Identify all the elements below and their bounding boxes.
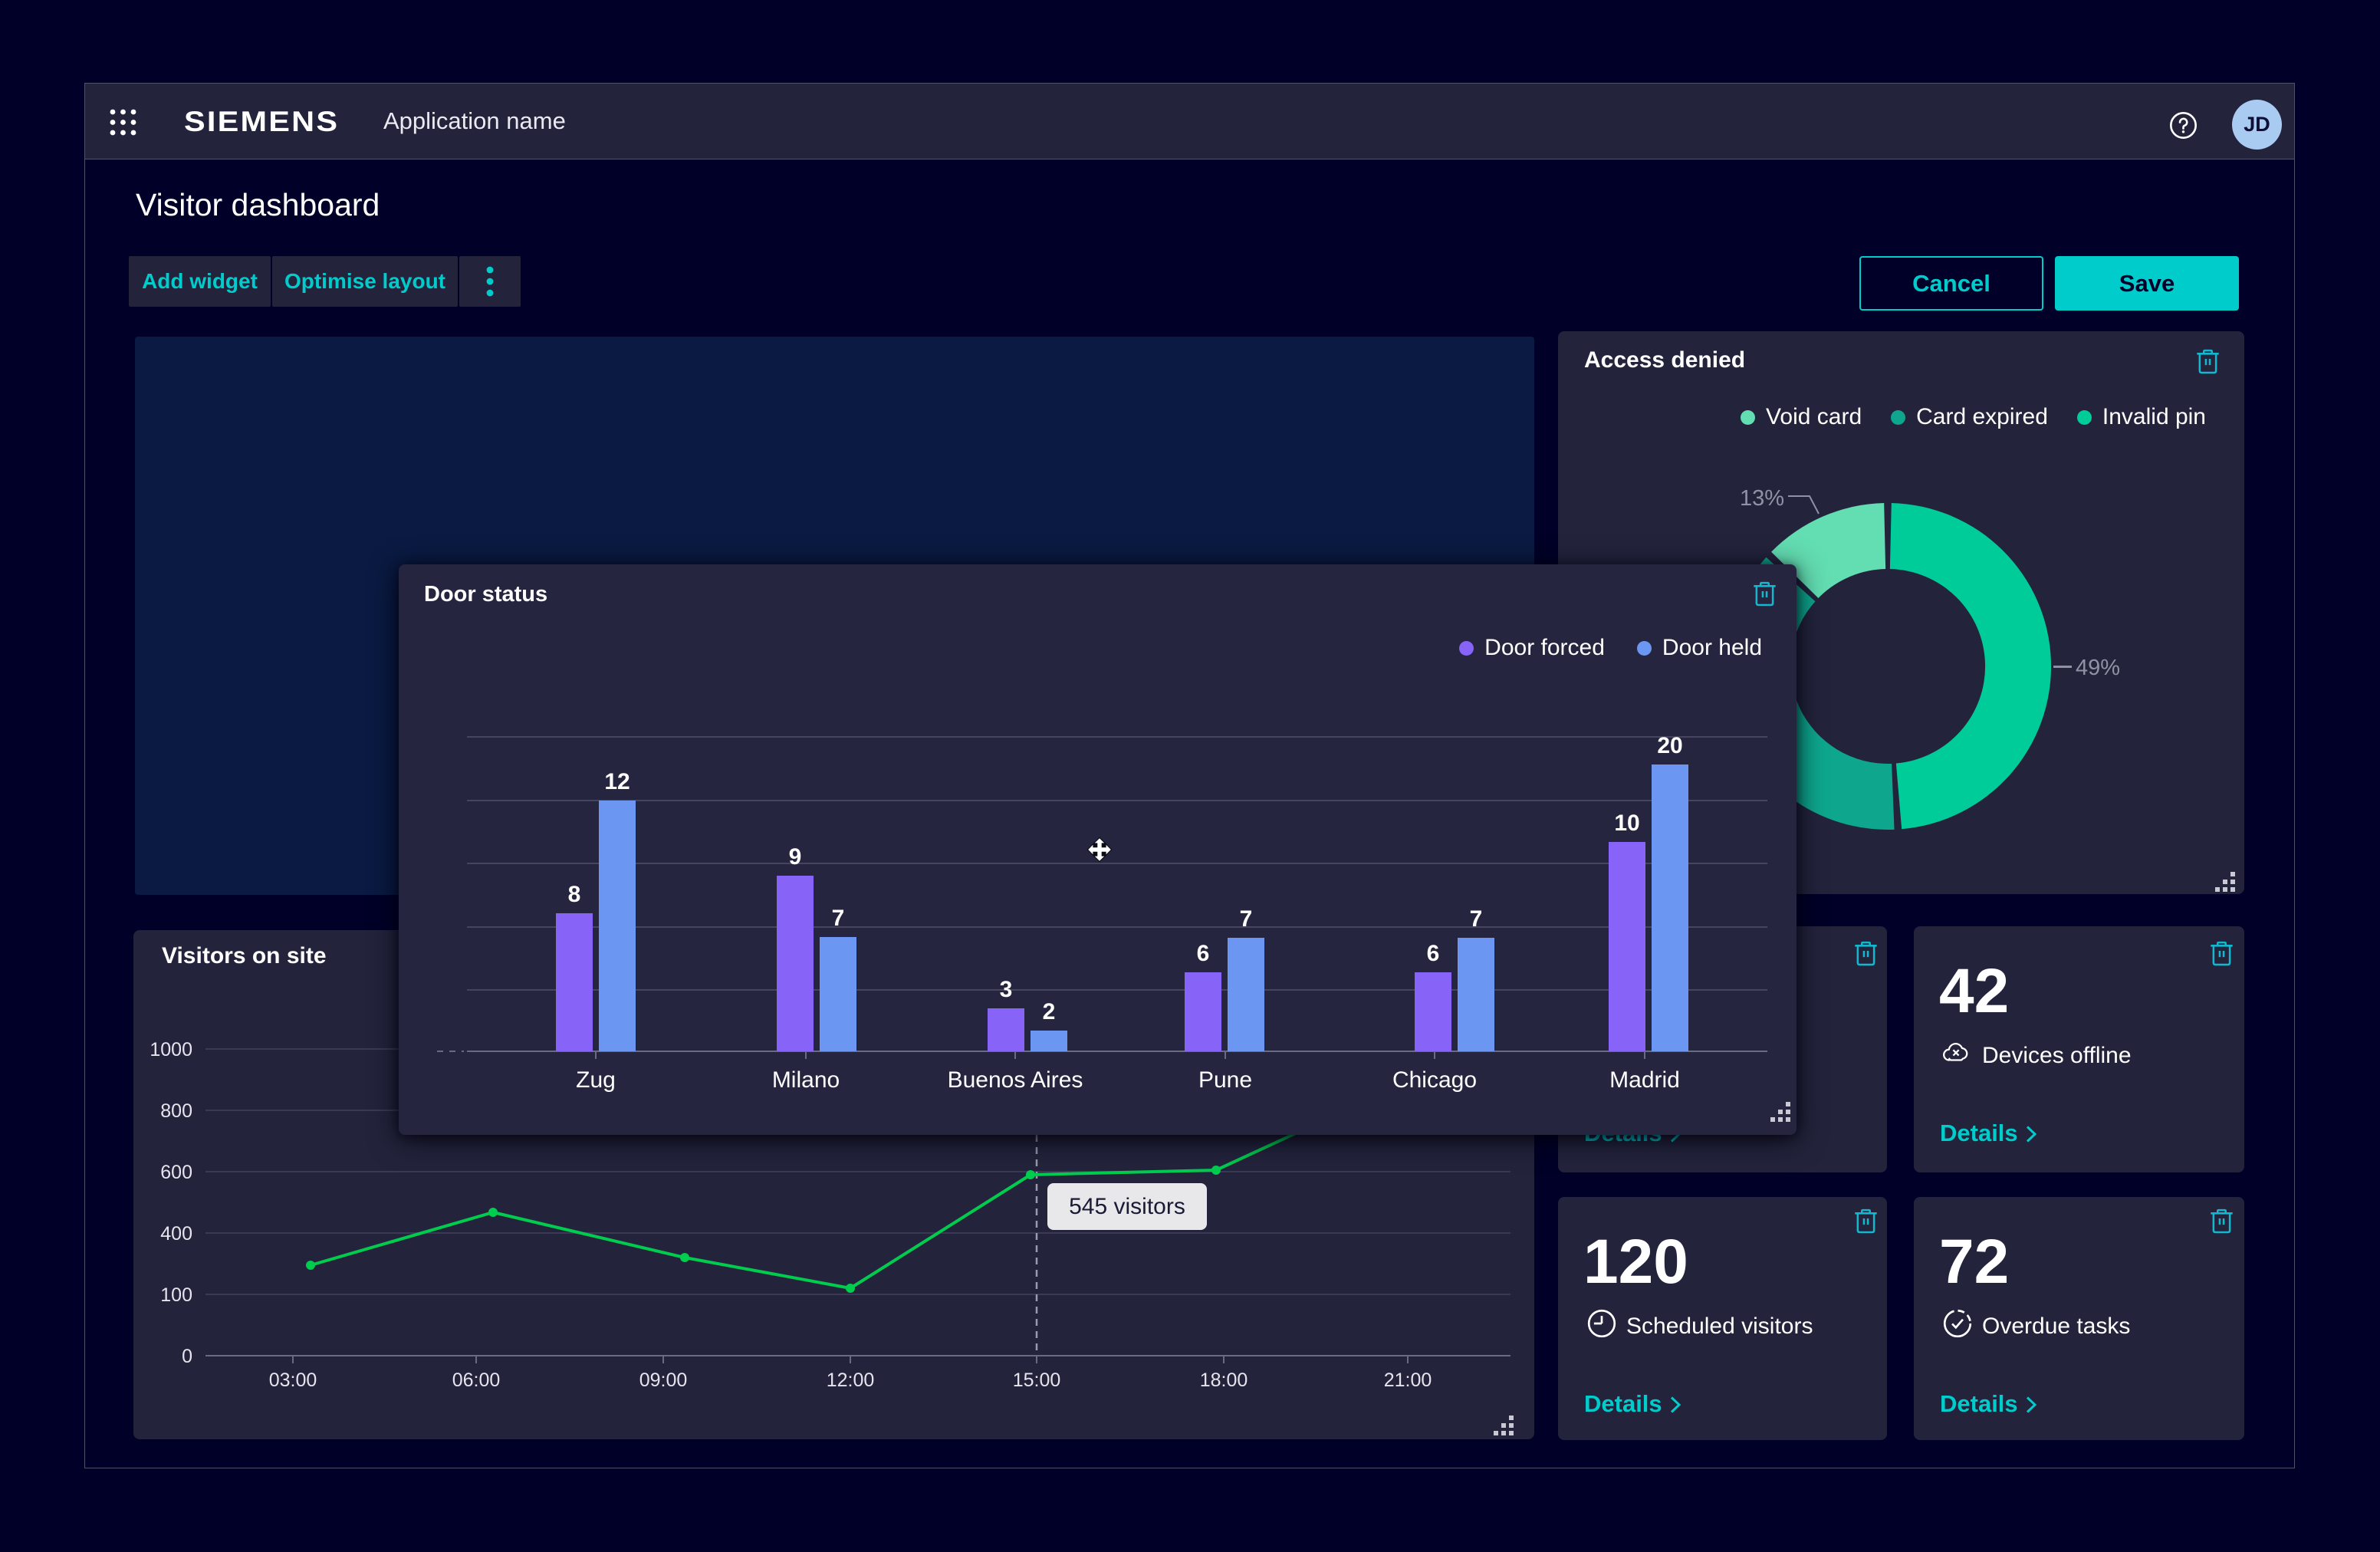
svg-text:Pune: Pune [1198, 1067, 1252, 1093]
svg-text:10: 10 [1614, 811, 1639, 836]
svg-text:0: 0 [182, 1346, 192, 1367]
svg-text:1000: 1000 [150, 1039, 192, 1060]
svg-text:3: 3 [1000, 977, 1013, 1002]
svg-text:15:00: 15:00 [1013, 1370, 1061, 1391]
svg-text:7: 7 [1240, 906, 1253, 932]
svg-text:12:00: 12:00 [827, 1370, 875, 1391]
svg-text:09:00: 09:00 [639, 1370, 688, 1391]
svg-text:100: 100 [160, 1284, 192, 1306]
svg-text:Chicago: Chicago [1392, 1067, 1477, 1093]
svg-text:400: 400 [160, 1223, 192, 1245]
svg-text:06:00: 06:00 [452, 1370, 501, 1391]
svg-text:18:00: 18:00 [1200, 1370, 1248, 1391]
svg-text:Madrid: Madrid [1609, 1067, 1680, 1093]
svg-text:12: 12 [604, 769, 630, 794]
svg-text:8: 8 [568, 882, 581, 907]
svg-text:21:00: 21:00 [1384, 1370, 1432, 1391]
svg-text:03:00: 03:00 [269, 1370, 317, 1391]
svg-text:2: 2 [1043, 999, 1056, 1024]
svg-text:Milano: Milano [772, 1067, 840, 1093]
svg-text:Buenos Aires: Buenos Aires [948, 1067, 1083, 1093]
svg-text:7: 7 [832, 906, 845, 931]
svg-text:9: 9 [789, 844, 802, 870]
svg-text:7: 7 [1470, 906, 1483, 932]
svg-text:800: 800 [160, 1100, 192, 1122]
svg-text:20: 20 [1657, 733, 1682, 758]
svg-text:Zug: Zug [576, 1067, 616, 1093]
svg-text:6: 6 [1197, 941, 1210, 966]
svg-text:6: 6 [1427, 941, 1440, 966]
svg-text:600: 600 [160, 1162, 192, 1183]
